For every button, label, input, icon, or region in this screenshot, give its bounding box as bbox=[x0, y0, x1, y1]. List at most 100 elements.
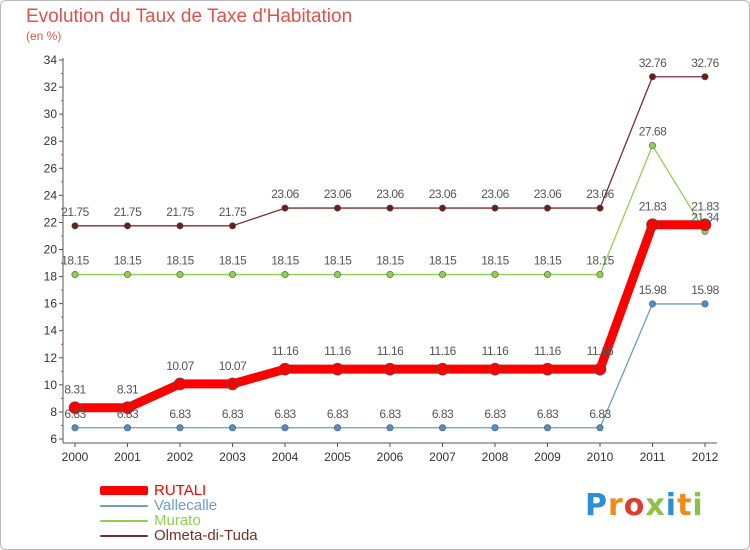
data-label: 11.16 bbox=[482, 344, 509, 358]
data-label: 18.15 bbox=[534, 254, 562, 268]
x-tick-label: 2012 bbox=[692, 450, 719, 464]
data-label: 21.75 bbox=[166, 205, 194, 219]
data-point bbox=[596, 204, 604, 212]
data-label: 18.15 bbox=[586, 254, 614, 268]
legend-item: Olmeta-di-Tuda bbox=[100, 528, 258, 543]
data-point bbox=[278, 362, 292, 376]
proxiti-logo: Proxiti bbox=[585, 488, 704, 523]
data-label: 6.83 bbox=[379, 407, 401, 421]
data-label: 6.83 bbox=[274, 407, 296, 421]
y-tick-label: 34 bbox=[44, 53, 58, 67]
data-label: 23.06 bbox=[429, 187, 457, 201]
series-line-rutali bbox=[75, 220, 705, 413]
data-label: 8.31 bbox=[64, 383, 86, 397]
data-point bbox=[543, 271, 551, 279]
data-label: 18.15 bbox=[271, 254, 299, 268]
data-point bbox=[71, 222, 79, 230]
data-point bbox=[124, 222, 132, 230]
data-point bbox=[596, 271, 604, 279]
data-label: 15.98 bbox=[639, 283, 667, 297]
data-label: 21.75 bbox=[219, 205, 247, 219]
y-tick-label: 26 bbox=[44, 161, 58, 175]
data-label: 11.16 bbox=[377, 344, 404, 358]
data-point bbox=[383, 362, 397, 376]
y-tick-label: 22 bbox=[44, 215, 58, 229]
x-tick-label: 2001 bbox=[114, 450, 141, 464]
data-point bbox=[71, 424, 79, 432]
data-point bbox=[386, 271, 394, 279]
data-label: 18.15 bbox=[376, 254, 404, 268]
chart-legend: RUTALI Vallecalle Murato Olmeta-di-Tuda bbox=[100, 483, 258, 543]
legend-swatch bbox=[100, 486, 148, 495]
data-label: 18.15 bbox=[429, 254, 457, 268]
data-point bbox=[436, 362, 449, 376]
data-label: 23.06 bbox=[481, 187, 509, 201]
x-tick-label: 2007 bbox=[429, 450, 456, 464]
data-label: 23.06 bbox=[586, 187, 614, 201]
x-tick-label: 2005 bbox=[324, 450, 351, 464]
legend-label: Olmeta-di-Tuda bbox=[154, 527, 258, 544]
legend-label: Vallecalle bbox=[154, 497, 218, 514]
data-label: 18.15 bbox=[219, 254, 247, 268]
data-point bbox=[229, 424, 237, 432]
data-label: 6.83 bbox=[432, 407, 454, 421]
data-label: 21.83 bbox=[691, 200, 719, 214]
data-point bbox=[176, 222, 184, 230]
y-tick-label: 8 bbox=[50, 405, 57, 419]
x-tick-label: 2000 bbox=[62, 450, 89, 464]
chart-title: Evolution du Taux de Taxe d'Habitation bbox=[26, 6, 353, 27]
data-point bbox=[333, 271, 341, 279]
data-label: 6.83 bbox=[222, 407, 244, 421]
series-line-olmeta-di-tuda bbox=[75, 76, 705, 227]
x-tick-label: 2009 bbox=[534, 450, 561, 464]
data-point bbox=[541, 362, 554, 376]
x-tick-label: 2006 bbox=[377, 450, 404, 464]
data-label: 15.98 bbox=[691, 283, 719, 297]
data-label: 23.06 bbox=[534, 187, 562, 201]
y-tick-label: 6 bbox=[50, 432, 57, 446]
data-label: 21.75 bbox=[61, 205, 89, 219]
data-point bbox=[491, 204, 499, 212]
legend-item: RUTALI bbox=[100, 483, 258, 498]
data-label: 11.16 bbox=[272, 344, 299, 358]
data-label: 18.15 bbox=[481, 254, 509, 268]
data-label: 18.15 bbox=[61, 254, 89, 268]
data-point bbox=[491, 271, 499, 279]
data-label: 18.15 bbox=[114, 254, 142, 268]
data-point bbox=[386, 424, 394, 432]
legend-label: RUTALI bbox=[154, 482, 207, 499]
data-label: 8.31 bbox=[117, 383, 139, 397]
data-point bbox=[226, 377, 239, 391]
data-label: 23.06 bbox=[324, 187, 352, 201]
data-point bbox=[333, 424, 341, 432]
data-label: 6.83 bbox=[589, 407, 611, 421]
data-label: 11.16 bbox=[587, 344, 614, 358]
data-point bbox=[229, 222, 237, 230]
y-tick-label: 10 bbox=[44, 378, 58, 392]
data-label: 6.83 bbox=[117, 407, 139, 421]
x-tick-label: 2002 bbox=[167, 450, 194, 464]
legend-item: Vallecalle bbox=[100, 498, 258, 513]
data-label: 21.75 bbox=[114, 205, 142, 219]
y-tick-label: 18 bbox=[44, 270, 58, 284]
line-chart: 6 8 10 12 14 16 18 20 22 24 26 28 30 32 34 2000 2001 2002… bbox=[44, 53, 720, 464]
data-label: 10.07 bbox=[166, 359, 194, 373]
data-label: 10.07 bbox=[219, 359, 247, 373]
y-tick-label: 32 bbox=[44, 80, 58, 94]
data-point bbox=[281, 271, 289, 279]
y-tick-label: 24 bbox=[44, 188, 58, 202]
data-point bbox=[173, 377, 187, 391]
data-point bbox=[176, 424, 184, 432]
y-tick-label: 28 bbox=[44, 134, 58, 148]
data-point bbox=[488, 362, 502, 376]
data-label: 23.06 bbox=[271, 187, 299, 201]
data-point bbox=[698, 218, 712, 232]
data-point bbox=[648, 142, 656, 150]
data-point bbox=[124, 424, 132, 432]
data-label: 27.68 bbox=[639, 125, 667, 139]
x-tick-label: 2011 bbox=[640, 450, 666, 464]
data-point bbox=[176, 271, 184, 279]
x-tick-label: 2004 bbox=[272, 450, 299, 464]
data-label: 11.16 bbox=[429, 344, 456, 358]
data-point bbox=[124, 271, 132, 279]
